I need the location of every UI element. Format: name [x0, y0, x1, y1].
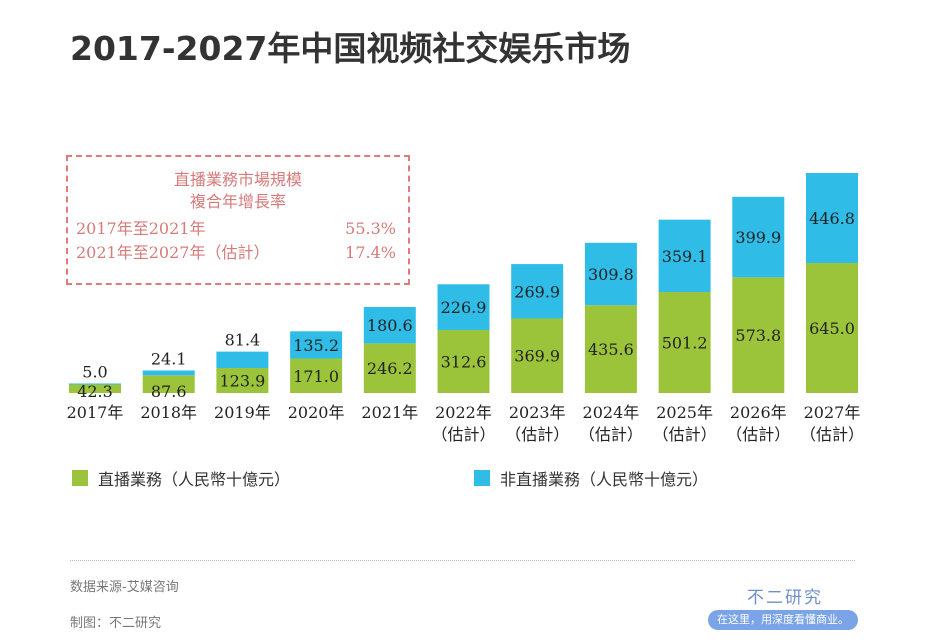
data-label: 312.6: [441, 353, 487, 372]
page-title: 2017-2027年中国视频社交娱乐市场: [70, 29, 631, 68]
data-label: 269.9: [514, 282, 560, 301]
legend-swatch: [72, 470, 88, 486]
cagr-heading-2: 複合年增長率: [189, 192, 286, 211]
x-tick-label: 2017年: [67, 403, 124, 422]
bar-segment: [584, 305, 637, 393]
legend-item-live: 直播業務（人民幣十億元）: [72, 466, 290, 490]
bar-segment: [806, 173, 858, 264]
brand-logo: 不二研究: [747, 588, 823, 608]
bar-segment: [363, 343, 416, 393]
data-label: 171.0: [293, 367, 339, 386]
data-label: 180.6: [367, 316, 413, 335]
x-tick-sublabel: （估計）: [653, 425, 717, 444]
bar-segment: [732, 277, 785, 393]
bar-segment: [511, 264, 564, 319]
maker-text: 制图：不二研究: [70, 616, 162, 631]
x-tick-sublabel: （估計）: [579, 425, 643, 444]
data-label: 123.9: [219, 372, 265, 391]
bar-segment: [69, 383, 121, 385]
x-tick-label: 2020年: [288, 403, 345, 422]
bar-segment: [584, 242, 637, 306]
data-label: 42.3: [77, 382, 113, 401]
legend-label: 非直播業務（人民幣十億元）: [500, 470, 709, 489]
x-tick-label: 2025年: [656, 403, 713, 422]
cagr-row-label: 2017年至2021年: [76, 219, 206, 238]
x-tick-label: 2021年: [361, 403, 418, 422]
source-text: 数据来源-艾媒咨询: [70, 580, 179, 595]
x-tick-label: 2026年: [730, 403, 787, 422]
bar-segment: [290, 331, 343, 359]
bar-segment: [511, 318, 564, 393]
bar-chart: 42.35.0 2017年 87.6 24.1 2018年 123.9 81.4 2019年 1…: [67, 173, 864, 444]
legend-swatch: [474, 470, 490, 486]
bar-segment: [216, 368, 269, 393]
legend-item-nonlive: 非直播業務（人民幣十億元）: [474, 466, 708, 490]
cagr-row-value: 55.3%: [345, 219, 396, 238]
cagr-row-value: 17.4%: [345, 243, 396, 262]
x-tick-sublabel: （估計）: [505, 425, 569, 444]
x-tick-label: 2022年: [435, 403, 492, 422]
data-label: 369.9: [514, 347, 560, 366]
data-label: 359.1: [662, 247, 708, 266]
bar-segment: [142, 375, 195, 393]
bar-segment: [658, 219, 711, 293]
bar-segment: [69, 384, 121, 393]
cagr-row: 2021年至2027年（估計） 17.4%: [68, 241, 408, 265]
cagr-box: 直播業務市場規模 複合年增長率 2017年至2021年 55.3% 2021年至20…: [66, 155, 410, 285]
cagr-row-label: 2021年至2027年（估計）: [76, 243, 270, 262]
bar-segment: [732, 196, 785, 278]
data-label: 573.8: [735, 326, 781, 345]
data-label: 81.4: [225, 331, 261, 350]
brand-slogan: 在这里，用深度看懂商业。: [708, 610, 858, 630]
x-tick-label: 2024年: [583, 403, 640, 422]
data-label: 309.8: [588, 265, 634, 284]
bar-segment: [142, 370, 195, 376]
data-label: 246.2: [367, 359, 413, 378]
bar-segment: [437, 330, 490, 393]
x-tick-label: 2023年: [509, 403, 566, 422]
bar-segment: [658, 292, 711, 393]
x-tick-label: 2018年: [140, 403, 197, 422]
x-tick-label: 2027年: [804, 403, 861, 422]
bar-segment: [363, 306, 416, 344]
data-label: 435.6: [588, 340, 634, 359]
x-tick-sublabel: （估計）: [431, 425, 495, 444]
divider: [70, 560, 855, 561]
data-label: 5.0: [82, 362, 107, 381]
data-label: 501.2: [662, 334, 708, 353]
data-label: 87.6: [151, 382, 187, 401]
cagr-row: 2017年至2021年 55.3%: [68, 217, 408, 241]
cagr-heading: 直播業務市場規模 複合年增長率: [68, 169, 408, 213]
bar-segment: [806, 263, 858, 393]
x-tick-sublabel: （估計）: [726, 425, 790, 444]
data-label: 399.9: [735, 228, 781, 247]
data-label: 24.1: [151, 349, 187, 368]
data-label: 446.8: [809, 209, 855, 228]
x-tick-sublabel: （估計）: [800, 425, 864, 444]
data-label: 645.0: [809, 319, 855, 338]
x-tick-label: 2019年: [214, 403, 271, 422]
bar-segment: [437, 284, 490, 331]
bar-segment: [290, 358, 343, 393]
data-label: 135.2: [293, 336, 339, 355]
bar-segment: [216, 351, 269, 369]
data-label: 226.9: [441, 298, 487, 317]
cagr-heading-1: 直播業務市場規模: [173, 170, 302, 189]
legend-label: 直播業務（人民幣十億元）: [98, 470, 291, 489]
